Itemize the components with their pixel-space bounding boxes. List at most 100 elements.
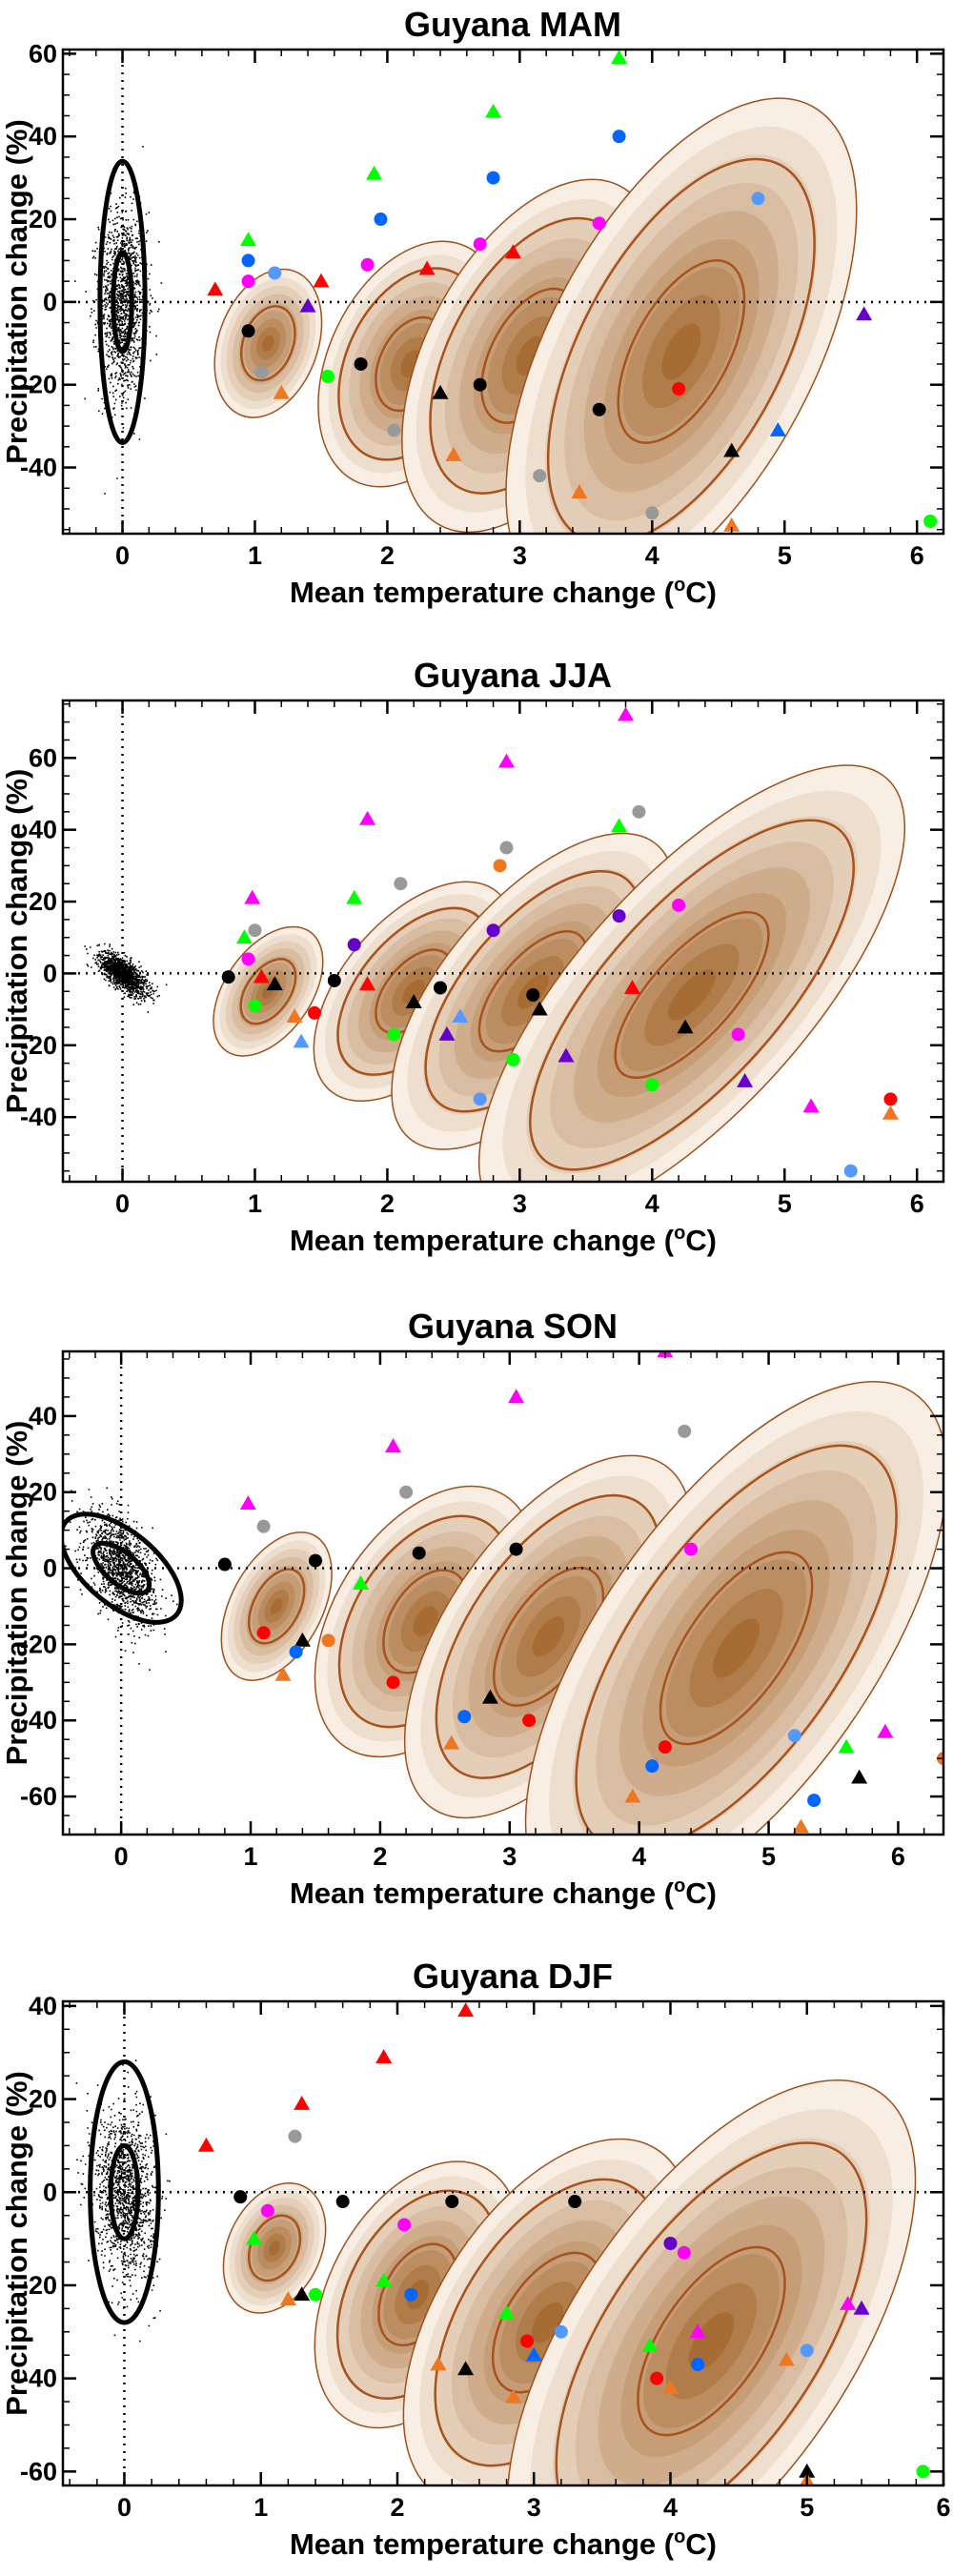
model-point [321, 1633, 335, 1648]
natural-variability-cloud [84, 943, 168, 1013]
y-tick-label: 40 [29, 816, 57, 844]
x-axis-label: Mean temperature change (oC) [290, 2526, 717, 2561]
model-point [241, 952, 255, 966]
x-tick-label: 0 [115, 1189, 130, 1218]
x-tick-label: 4 [632, 1842, 646, 1871]
model-point [485, 103, 502, 118]
shade-ring [413, 1606, 438, 1637]
model-point [522, 1714, 537, 1728]
contour-line [555, 2141, 868, 2485]
model-point [612, 130, 626, 144]
noise-dots [75, 2059, 171, 2343]
y-tick-label: -40 [20, 2364, 57, 2393]
model-point [723, 442, 740, 457]
model-point [241, 254, 255, 268]
model-point [248, 999, 262, 1013]
model-point [294, 1632, 311, 1647]
shade-ring [668, 969, 716, 1021]
model-point [498, 2304, 516, 2320]
model-point [273, 384, 290, 399]
model-point [279, 2291, 296, 2305]
model-point [623, 979, 640, 994]
model-point [268, 266, 282, 280]
model-point [481, 1689, 498, 1704]
y-tick-label: 60 [29, 743, 57, 772]
model-point [672, 898, 686, 912]
model-point [385, 1438, 401, 1453]
y-tick-label: 40 [29, 122, 57, 151]
y-axis-label: Precipitation change (%) [0, 1421, 33, 1766]
contour-line [617, 259, 746, 444]
model-point [320, 370, 335, 384]
noise-dots [74, 146, 163, 495]
model-point [346, 889, 363, 904]
model-point [399, 1485, 414, 1499]
model-point [677, 1019, 694, 1034]
model-point [840, 2296, 857, 2310]
model-point [558, 1047, 575, 1063]
model-point [197, 2137, 214, 2152]
panel-title: Guyana MAM [404, 5, 621, 44]
shade-ring [713, 1618, 760, 1678]
contour-line [575, 1444, 898, 1835]
y-tick-label: 0 [43, 959, 57, 987]
model-point [473, 377, 487, 392]
model-point [684, 1542, 699, 1556]
model-point [568, 2195, 582, 2209]
model-point [571, 484, 588, 498]
model-point [289, 1645, 303, 1659]
model-point [360, 257, 375, 272]
model-point [882, 1105, 899, 1120]
natural-variability-cloud [63, 1487, 184, 1671]
shade-ring [661, 323, 701, 380]
model-point [266, 976, 283, 991]
model-point [309, 2287, 323, 2302]
model-point [253, 968, 270, 984]
x-axis-label: Mean temperature change (oC) [290, 575, 717, 609]
model-point [506, 1052, 520, 1066]
model-point [254, 365, 269, 379]
shade-ring [688, 2312, 735, 2371]
x-tick-label: 5 [778, 541, 792, 570]
model-point [452, 1008, 469, 1024]
plot-frame [61, 1349, 945, 1836]
model-point [787, 1729, 801, 1743]
model-point [366, 165, 383, 180]
panel-4: 0 1 2 3 4 5 6 -60 -40 -20 0 20 40 Guyana DJF Mean temp… [0, 1957, 951, 2561]
y-tick-label: -40 [20, 1706, 57, 1734]
plot-frame [61, 1999, 945, 2487]
x-tick-label: 0 [114, 1842, 129, 1871]
model-point [353, 1575, 370, 1590]
panel-3: 0 1 2 3 4 5 6 -60 -40 -20 0 20 40 Guyana SON Mean temp… [0, 1307, 945, 1910]
model-point [731, 1027, 745, 1042]
noise-contour [97, 158, 148, 445]
projection-ellipse-3 [403, 1454, 694, 1819]
x-tick-label: 1 [244, 1842, 258, 1871]
projection-ellipse-4 [524, 1381, 943, 1835]
model-point [508, 1389, 525, 1404]
plot-area [63, 700, 943, 1182]
model-point [838, 1738, 855, 1754]
model-point [533, 469, 547, 483]
x-tick-label: 4 [645, 541, 659, 570]
x-tick-label: 6 [910, 1189, 924, 1218]
model-point [531, 1001, 548, 1016]
model-point [274, 1666, 292, 1681]
model-point [737, 1072, 754, 1087]
y-tick-label: -20 [20, 371, 57, 399]
model-point [457, 1710, 472, 1724]
panel-title: Guyana DJF [413, 1957, 613, 1996]
x-tick-label: 3 [527, 2493, 541, 2522]
model-point [432, 384, 449, 399]
model-point [244, 889, 261, 904]
model-point [509, 1542, 523, 1556]
model-point [248, 923, 262, 938]
y-tick-label: -20 [20, 1031, 57, 1060]
model-point [645, 1759, 659, 1774]
x-tick-label: 3 [513, 541, 527, 570]
panel-2: 0 1 2 3 4 5 6 -40 -20 0 20 40 60 Guyana JJA Mean tempe… [0, 656, 945, 1257]
projection-ellipse-4 [477, 764, 906, 1182]
model-point [677, 2245, 691, 2260]
x-tick-label: 3 [513, 1189, 527, 1218]
noise-dots [65, 1487, 178, 1671]
